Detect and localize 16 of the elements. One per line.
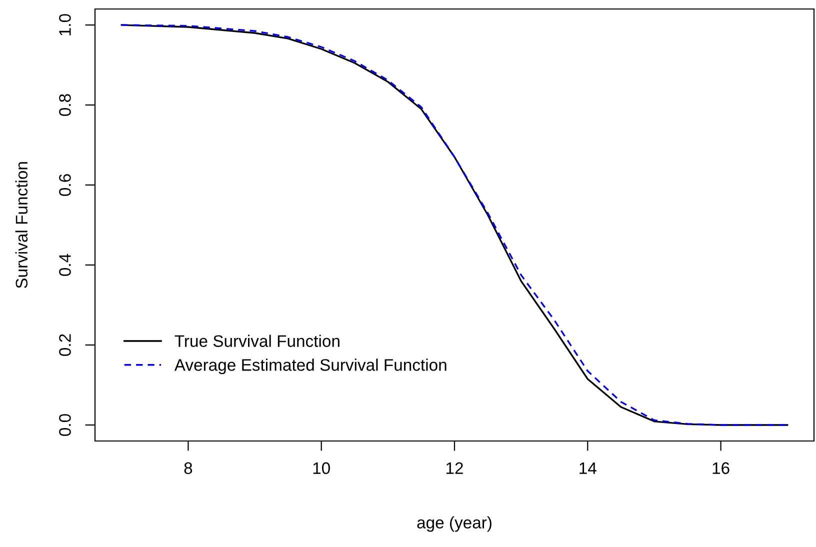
x-tick-label: 10 [313, 462, 330, 474]
legend-label: Average Estimated Survival Function [174, 358, 446, 374]
x-tick-label: 8 [184, 462, 192, 474]
y-tick-label: 0.2 [59, 334, 71, 356]
line-series [120, 24, 788, 426]
x-axis-title: age (year) [417, 516, 492, 532]
y-tick-label: 0.0 [59, 414, 71, 436]
y-tick-label: 0.8 [59, 94, 71, 116]
legend-label: True Survival Function [174, 334, 340, 347]
y-tick-label: 0.4 [59, 254, 71, 276]
x-tick-label: 16 [712, 462, 730, 474]
x-tick-label: 14 [580, 462, 596, 474]
x-tick-label: 12 [446, 462, 463, 474]
y-tick-label: 1.0 [59, 14, 71, 36]
y-axis-title: Survival Function [15, 162, 28, 288]
y-tick-label: 0.6 [59, 174, 71, 196]
